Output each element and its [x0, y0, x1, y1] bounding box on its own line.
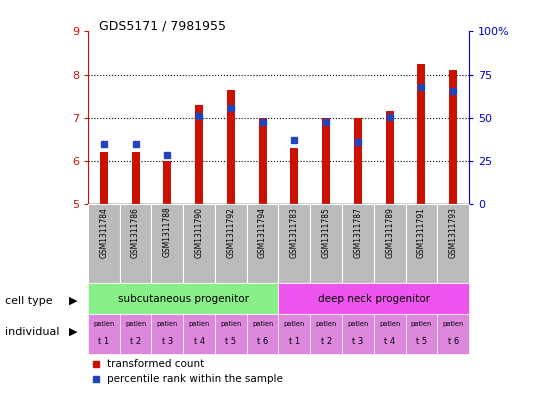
Bar: [406, 314, 437, 354]
Text: patien: patien: [220, 321, 241, 327]
Text: patien: patien: [93, 321, 115, 327]
Bar: [120, 314, 151, 354]
Bar: [278, 204, 310, 283]
Text: patien: patien: [189, 321, 209, 327]
Bar: [342, 314, 374, 354]
Bar: [88, 314, 120, 354]
Text: GSM1311788: GSM1311788: [163, 207, 172, 257]
Bar: [417, 64, 425, 204]
Text: subcutaneous progenitor: subcutaneous progenitor: [118, 294, 249, 304]
Text: transformed count: transformed count: [107, 358, 204, 369]
Bar: [164, 161, 171, 204]
Bar: [88, 283, 278, 314]
Bar: [215, 314, 247, 354]
Text: t 1: t 1: [98, 338, 109, 346]
Bar: [449, 70, 457, 204]
Bar: [386, 112, 393, 204]
Bar: [437, 314, 469, 354]
Text: deep neck progenitor: deep neck progenitor: [318, 294, 430, 304]
Text: patien: patien: [442, 321, 464, 327]
Text: t 4: t 4: [384, 338, 395, 346]
Text: t 5: t 5: [225, 338, 237, 346]
Bar: [354, 118, 362, 204]
Text: t 2: t 2: [320, 338, 332, 346]
Bar: [290, 148, 298, 204]
Bar: [151, 314, 183, 354]
Text: individual: individual: [5, 327, 60, 337]
Bar: [100, 152, 108, 204]
Bar: [374, 314, 406, 354]
Text: cell type: cell type: [5, 296, 53, 306]
Text: GDS5171 / 7981955: GDS5171 / 7981955: [99, 20, 225, 33]
Text: patien: patien: [252, 321, 273, 327]
Text: patien: patien: [411, 321, 432, 327]
Bar: [227, 90, 235, 204]
Bar: [120, 204, 151, 283]
Bar: [132, 152, 140, 204]
Bar: [183, 314, 215, 354]
Text: t 4: t 4: [193, 338, 205, 346]
Text: patien: patien: [284, 321, 305, 327]
Text: patien: patien: [379, 321, 400, 327]
Text: ▶: ▶: [69, 327, 78, 337]
Bar: [310, 204, 342, 283]
Text: GSM1311790: GSM1311790: [195, 207, 204, 258]
Text: t 5: t 5: [416, 338, 427, 346]
Bar: [374, 204, 406, 283]
Text: t 1: t 1: [289, 338, 300, 346]
Bar: [342, 204, 374, 283]
Bar: [195, 105, 203, 204]
Text: patien: patien: [125, 321, 146, 327]
Text: GSM1311789: GSM1311789: [385, 207, 394, 257]
Bar: [278, 314, 310, 354]
Bar: [259, 118, 266, 204]
Text: GSM1311793: GSM1311793: [449, 207, 458, 258]
Text: patien: patien: [348, 321, 368, 327]
Bar: [278, 283, 469, 314]
Bar: [247, 204, 278, 283]
Text: patien: patien: [157, 321, 178, 327]
Bar: [215, 204, 247, 283]
Text: GSM1311786: GSM1311786: [131, 207, 140, 257]
Text: patien: patien: [316, 321, 337, 327]
Text: GSM1311794: GSM1311794: [258, 207, 267, 258]
Text: t 3: t 3: [352, 338, 364, 346]
Text: GSM1311791: GSM1311791: [417, 207, 426, 257]
Bar: [322, 118, 330, 204]
Text: t 3: t 3: [161, 338, 173, 346]
Text: percentile rank within the sample: percentile rank within the sample: [107, 374, 283, 384]
Bar: [88, 204, 120, 283]
Text: GSM1311792: GSM1311792: [227, 207, 236, 257]
Text: GSM1311783: GSM1311783: [290, 207, 299, 257]
Text: GSM1311785: GSM1311785: [321, 207, 330, 257]
Text: t 2: t 2: [130, 338, 141, 346]
Text: ▶: ▶: [69, 296, 78, 306]
Bar: [151, 204, 183, 283]
Bar: [247, 314, 278, 354]
Bar: [183, 204, 215, 283]
Bar: [406, 204, 437, 283]
Text: t 6: t 6: [257, 338, 268, 346]
Text: t 6: t 6: [448, 338, 459, 346]
Bar: [437, 204, 469, 283]
Text: GSM1311787: GSM1311787: [353, 207, 362, 257]
Bar: [310, 314, 342, 354]
Text: GSM1311784: GSM1311784: [99, 207, 108, 257]
